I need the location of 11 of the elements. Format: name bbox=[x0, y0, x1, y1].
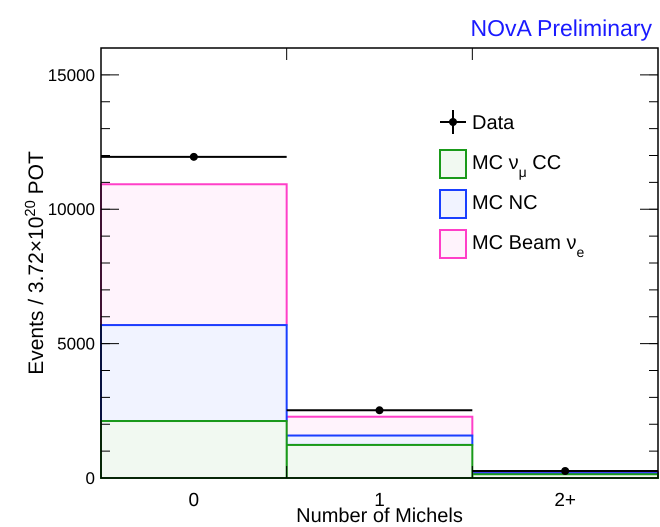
y-tick-label: 0 bbox=[86, 468, 95, 488]
legend-label: Data bbox=[472, 112, 516, 134]
y-tick-label: 5000 bbox=[57, 334, 95, 354]
y-tick-label: 15000 bbox=[48, 66, 95, 85]
legend-label: MC NC bbox=[472, 192, 538, 214]
x-tick-label: 2+ bbox=[554, 490, 576, 511]
x-tick-label: 0 bbox=[188, 490, 200, 511]
chart-title: NOvA Preliminary bbox=[470, 15, 652, 41]
legend-label: MC ν$_{μ}$ CC bbox=[472, 152, 562, 180]
y-tick-label: 10000 bbox=[48, 200, 95, 220]
legend-label: MC Beam ν$_{e}$ bbox=[472, 232, 584, 260]
